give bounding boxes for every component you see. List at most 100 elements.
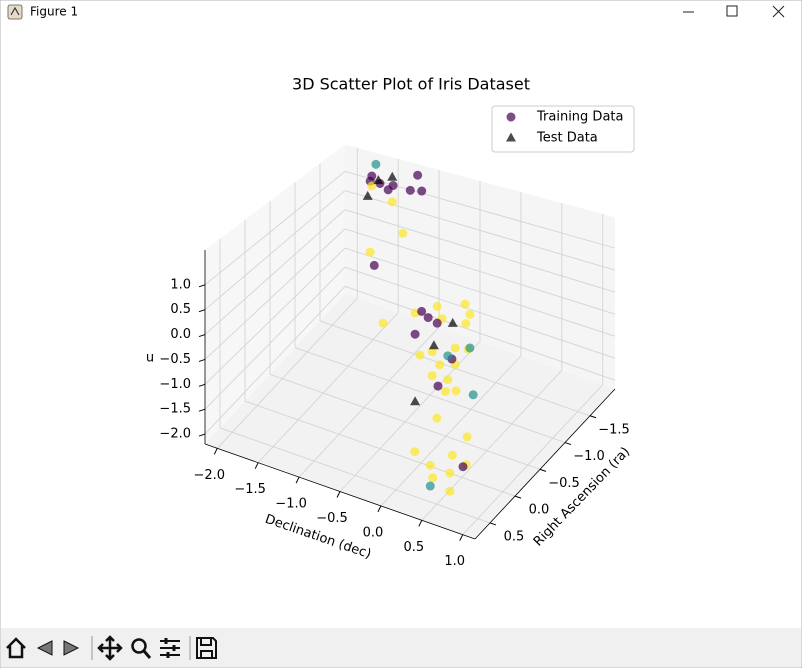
point: [410, 447, 420, 457]
grid-line: [294, 347, 566, 443]
y-tick-label: −1.5: [598, 422, 630, 437]
z-tick-label: 0.0: [170, 327, 191, 342]
point: [445, 468, 455, 478]
grid-line: [298, 326, 440, 478]
point: [443, 351, 453, 361]
tick-mark: [459, 534, 464, 541]
tick-mark: [489, 522, 497, 526]
close-button[interactable]: [772, 5, 785, 18]
point: [365, 247, 375, 257]
tick-mark: [418, 520, 423, 527]
point: [443, 375, 453, 385]
point: [425, 460, 435, 470]
point: [387, 171, 398, 181]
point: [362, 190, 373, 200]
z-tick-label: −0.5: [159, 352, 191, 367]
grid-line: [344, 285, 616, 381]
legend-box: [491, 105, 635, 153]
point: [415, 350, 425, 360]
grid-line: [216, 298, 358, 449]
tick-mark: [254, 462, 259, 469]
y-tick-label: −0.5: [548, 476, 580, 491]
tick-mark: [377, 505, 382, 513]
grid-line: [204, 266, 346, 410]
point: [427, 347, 437, 357]
point: [371, 159, 381, 169]
point: [378, 318, 388, 328]
pan-button[interactable]: [97, 635, 123, 661]
point: [405, 185, 415, 195]
chart-title: 3D Scatter Plot of Iris Dataset: [292, 75, 530, 94]
app-icon-glyph: [10, 6, 20, 16]
grid-line: [204, 171, 346, 286]
legend-label: Training Data: [536, 110, 623, 125]
grid-line: [269, 373, 541, 470]
home-button[interactable]: [6, 637, 26, 659]
tick-mark: [198, 408, 206, 412]
zoom-button[interactable]: [131, 638, 147, 654]
title-bar: Figure 1: [7, 5, 785, 20]
tick-mark: [198, 334, 206, 338]
point: [398, 228, 408, 238]
grid-line: [344, 247, 616, 337]
tick-mark: [198, 358, 206, 362]
maximize-button[interactable]: [726, 5, 738, 17]
back-button[interactable]: [36, 640, 53, 656]
grid-line: [219, 427, 491, 524]
point: [413, 170, 423, 180]
point: [458, 462, 468, 472]
z-tick-label: −1.0: [159, 377, 191, 392]
x-tick-label: −2.0: [193, 468, 225, 483]
point: [387, 197, 397, 207]
grid-line: [380, 355, 522, 507]
y-tick-label: 0.0: [529, 503, 550, 518]
point: [388, 181, 398, 191]
configure-button-knobs: [164, 638, 176, 658]
grid-line: [257, 312, 399, 464]
grid-line: [244, 400, 516, 497]
point: [462, 432, 472, 442]
tick-mark: [198, 383, 206, 387]
y-axis-line: [474, 388, 616, 540]
x-tick-label: 0.0: [363, 525, 384, 540]
point: [435, 360, 445, 370]
configure-button[interactable]: [160, 640, 180, 656]
tick-mark: [198, 309, 206, 313]
tick-mark: [564, 442, 572, 446]
point: [427, 371, 437, 381]
point: [432, 413, 442, 423]
save-button[interactable]: [196, 637, 217, 659]
x-axis-line: [204, 443, 476, 540]
x-tick-label: 0.5: [403, 540, 424, 555]
point: [369, 260, 379, 270]
z-tick-label: −2.0: [159, 427, 191, 442]
legend-marker: [506, 132, 516, 142]
forward-button[interactable]: [63, 640, 80, 656]
toolbar: [1, 628, 801, 667]
grid-line: [204, 228, 346, 360]
tick-mark: [514, 495, 522, 499]
point: [428, 473, 438, 483]
point: [445, 486, 455, 496]
point: [410, 396, 421, 406]
x-tick-label: −1.0: [275, 497, 307, 512]
x-tick-label: 1.0: [444, 554, 465, 569]
point: [432, 301, 442, 311]
grid-line: [204, 190, 346, 311]
grid-line: [344, 266, 616, 359]
legend-marker: [506, 112, 516, 122]
y-tick-label: 0.5: [504, 529, 525, 544]
z-tick-label: 1.0: [170, 277, 191, 292]
point: [465, 343, 475, 353]
plot-area: −2.0 −1.5 −1.0 −0.5 0.0 0.5 1.0 −1.5 −1.0 −0.5 0.0…: [146, 75, 635, 569]
grid-line: [204, 209, 346, 335]
zoom-button-handle: [142, 650, 152, 659]
x-tick-label: −1.5: [234, 482, 266, 497]
y-tick-label: −1.0: [573, 449, 605, 464]
tick-mark: [198, 284, 206, 288]
window-title: Figure 1: [30, 5, 78, 19]
z-tick-label: 0.5: [170, 302, 191, 317]
grid-line: [421, 369, 563, 521]
